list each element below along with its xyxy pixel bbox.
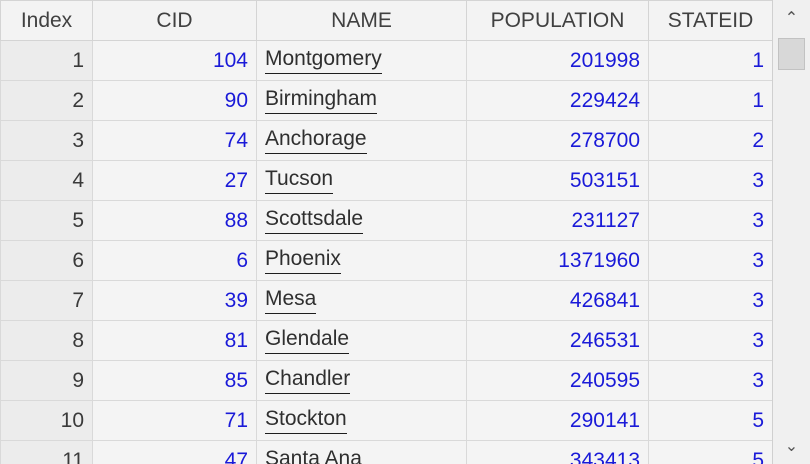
city-link[interactable]: Anchorage [265, 128, 367, 154]
cell-cid[interactable]: 6 [92, 240, 257, 281]
results-table: Index CID NAME POPULATION STATEID 1 104 Mo… [0, 0, 773, 464]
scroll-up-button[interactable]: ⌃ [773, 0, 810, 36]
cell-cid[interactable]: 81 [92, 320, 257, 361]
city-link[interactable]: Mesa [265, 288, 317, 314]
column-header-cid[interactable]: CID [92, 0, 257, 41]
cell-index[interactable]: 4 [0, 160, 93, 201]
cell-stateid[interactable]: 5 [648, 440, 773, 464]
cell-cid[interactable]: 71 [92, 400, 257, 441]
cell-name[interactable]: Mesa [256, 280, 467, 321]
cell-population[interactable]: 278700 [466, 120, 649, 161]
cell-stateid[interactable]: 3 [648, 240, 773, 281]
cell-index[interactable]: 8 [0, 320, 93, 361]
cell-stateid[interactable]: 3 [648, 280, 773, 321]
city-link[interactable]: Chandler [265, 368, 351, 394]
table-row[interactable]: 10 71 Stockton 290141 5 [0, 400, 773, 441]
cell-population[interactable]: 1371960 [466, 240, 649, 281]
column-header-population[interactable]: POPULATION [466, 0, 649, 41]
cell-name[interactable]: Montgomery [256, 40, 467, 81]
table-row[interactable]: 6 6 Phoenix 1371960 3 [0, 240, 773, 281]
cell-population[interactable]: 343413 [466, 440, 649, 464]
table-row[interactable]: 8 81 Glendale 246531 3 [0, 320, 773, 361]
cell-cid[interactable]: 90 [92, 80, 257, 121]
cell-cid[interactable]: 39 [92, 280, 257, 321]
table-row[interactable]: 4 27 Tucson 503151 3 [0, 160, 773, 201]
cell-index[interactable]: 9 [0, 360, 93, 401]
city-link[interactable]: Santa Ana [265, 448, 362, 464]
city-link[interactable]: Birmingham [265, 88, 378, 114]
cell-name[interactable]: Birmingham [256, 80, 467, 121]
scroll-thumb[interactable] [778, 38, 805, 70]
table-row[interactable]: 2 90 Birmingham 229424 1 [0, 80, 773, 121]
table-row[interactable]: 1 104 Montgomery 201998 1 [0, 40, 773, 81]
table-row[interactable]: 11 47 Santa Ana 343413 5 [0, 440, 773, 464]
cell-cid[interactable]: 74 [92, 120, 257, 161]
cell-cid[interactable]: 104 [92, 40, 257, 81]
column-header-index[interactable]: Index [0, 0, 93, 41]
header-row: Index CID NAME POPULATION STATEID [0, 0, 773, 41]
cell-cid[interactable]: 85 [92, 360, 257, 401]
scroll-down-button[interactable]: ⌄ [773, 428, 810, 464]
cell-name[interactable]: Glendale [256, 320, 467, 361]
city-link[interactable]: Scottsdale [265, 208, 364, 234]
cell-name[interactable]: Santa Ana [256, 440, 467, 464]
cell-name[interactable]: Tucson [256, 160, 467, 201]
city-link[interactable]: Phoenix [265, 248, 341, 274]
cell-population[interactable]: 231127 [466, 200, 649, 241]
city-link[interactable]: Glendale [265, 328, 350, 354]
cell-population[interactable]: 246531 [466, 320, 649, 361]
cell-name[interactable]: Phoenix [256, 240, 467, 281]
cell-population[interactable]: 290141 [466, 400, 649, 441]
cell-population[interactable]: 229424 [466, 80, 649, 121]
cell-cid[interactable]: 27 [92, 160, 257, 201]
vertical-scrollbar[interactable]: ⌃ ⌄ [772, 0, 810, 464]
cell-name[interactable]: Scottsdale [256, 200, 467, 241]
cell-cid[interactable]: 88 [92, 200, 257, 241]
cell-stateid[interactable]: 1 [648, 80, 773, 121]
cell-population[interactable]: 201998 [466, 40, 649, 81]
cell-index[interactable]: 5 [0, 200, 93, 241]
cell-cid[interactable]: 47 [92, 440, 257, 464]
table-row[interactable]: 5 88 Scottsdale 231127 3 [0, 200, 773, 241]
cell-population[interactable]: 503151 [466, 160, 649, 201]
cell-stateid[interactable]: 2 [648, 120, 773, 161]
cell-index[interactable]: 2 [0, 80, 93, 121]
cell-name[interactable]: Stockton [256, 400, 467, 441]
cell-stateid[interactable]: 3 [648, 160, 773, 201]
cell-name[interactable]: Anchorage [256, 120, 467, 161]
city-link[interactable]: Montgomery [265, 48, 382, 74]
cell-index[interactable]: 7 [0, 280, 93, 321]
column-header-stateid[interactable]: STATEID [648, 0, 773, 41]
table-row[interactable]: 7 39 Mesa 426841 3 [0, 280, 773, 321]
chevron-up-icon: ⌃ [784, 10, 799, 27]
cell-stateid[interactable]: 5 [648, 400, 773, 441]
cell-population[interactable]: 240595 [466, 360, 649, 401]
cell-index[interactable]: 6 [0, 240, 93, 281]
city-link[interactable]: Tucson [265, 168, 334, 194]
cell-population[interactable]: 426841 [466, 280, 649, 321]
cell-index[interactable]: 11 [0, 440, 93, 464]
cell-index[interactable]: 3 [0, 120, 93, 161]
cell-stateid[interactable]: 1 [648, 40, 773, 81]
cell-index[interactable]: 10 [0, 400, 93, 441]
cell-index[interactable]: 1 [0, 40, 93, 81]
cell-stateid[interactable]: 3 [648, 360, 773, 401]
table-row[interactable]: 3 74 Anchorage 278700 2 [0, 120, 773, 161]
city-link[interactable]: Stockton [265, 408, 347, 434]
column-header-name[interactable]: NAME [256, 0, 467, 41]
chevron-down-icon: ⌄ [784, 438, 799, 455]
table-row[interactable]: 9 85 Chandler 240595 3 [0, 360, 773, 401]
cell-stateid[interactable]: 3 [648, 320, 773, 361]
cell-stateid[interactable]: 3 [648, 200, 773, 241]
cell-name[interactable]: Chandler [256, 360, 467, 401]
